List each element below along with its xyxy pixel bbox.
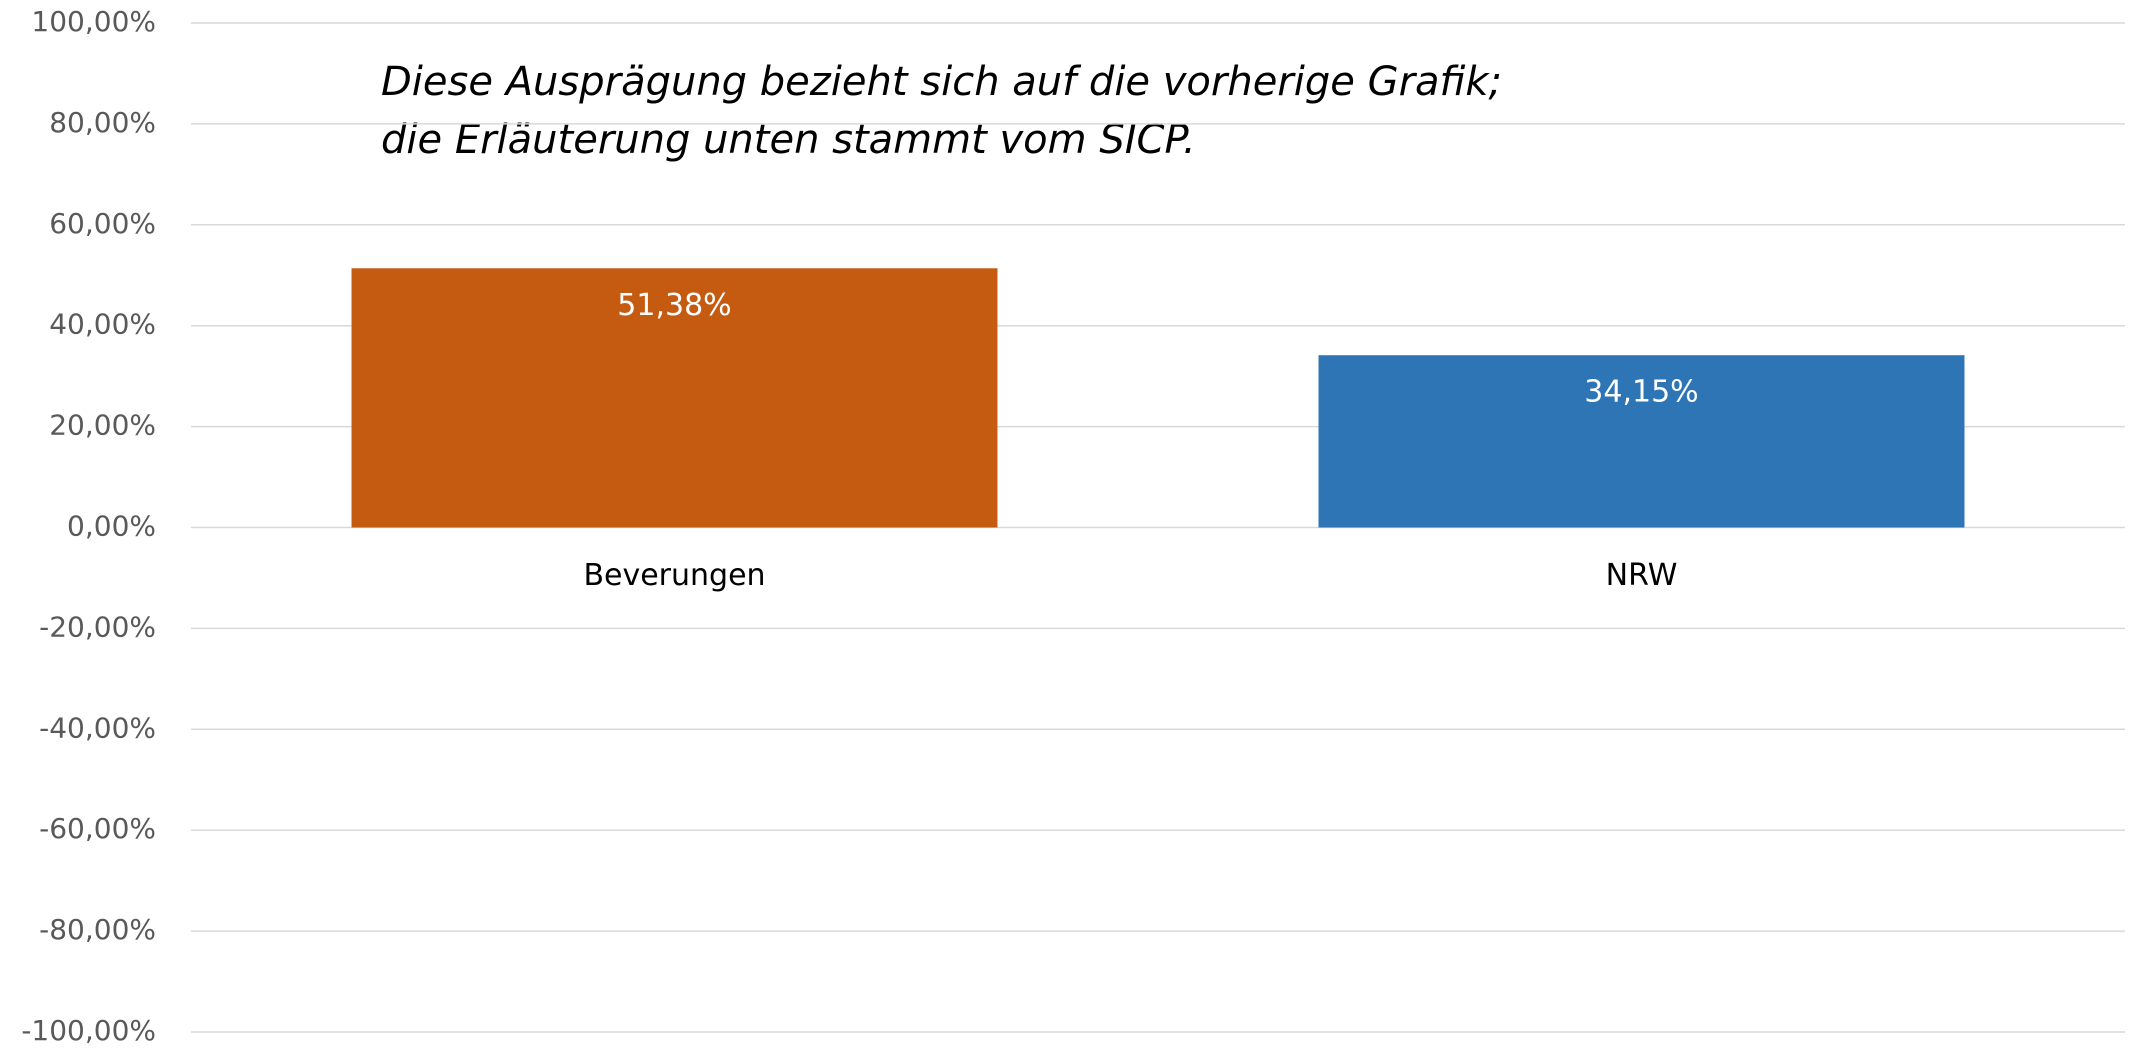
y-tick-label: 100,00% — [31, 5, 156, 38]
annotation: Diese Ausprägung bezieht sich auf die vo… — [381, 59, 1502, 105]
y-tick-label: 60,00% — [49, 207, 156, 240]
y-tick-label: -100,00% — [21, 1014, 156, 1047]
x-tick-label: NRW — [1606, 558, 1678, 593]
y-tick-label: -80,00% — [39, 913, 156, 946]
bar — [1318, 355, 1965, 528]
bar — [351, 268, 998, 528]
value-label: 51,38% — [617, 288, 731, 323]
x-tick-label: Beverungen — [583, 558, 765, 593]
y-tick-label: 40,00% — [49, 308, 156, 341]
y-tick-label: 0,00% — [67, 510, 156, 543]
y-tick-label: 80,00% — [49, 106, 156, 139]
y-tick-label: -40,00% — [39, 711, 156, 744]
y-tick-label: -20,00% — [39, 610, 156, 643]
value-label: 34,15% — [1584, 375, 1698, 410]
y-tick-label: -60,00% — [39, 812, 156, 845]
y-tick-label: 20,00% — [49, 409, 156, 442]
annotation: die Erläuterung unten stammt vom SICP. — [381, 117, 1196, 163]
